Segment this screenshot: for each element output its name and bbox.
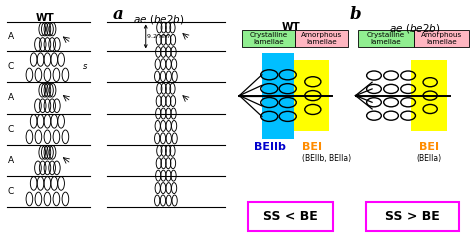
Text: BEI: BEI [419,142,439,152]
Text: (BEIIb, BEIIa): (BEIIb, BEIIa) [302,154,351,163]
Text: Crystalline
lamellae: Crystalline lamellae [249,32,288,45]
Text: A: A [8,93,14,103]
FancyBboxPatch shape [366,202,459,231]
Text: A: A [8,156,14,165]
Text: (BEIIa): (BEIIa) [416,154,442,163]
Text: WT: WT [282,22,301,32]
Text: C: C [8,187,14,196]
FancyBboxPatch shape [247,202,333,231]
Text: C: C [8,62,14,71]
Text: a: a [113,6,124,23]
Text: SS > BE: SS > BE [385,210,440,223]
Text: WT: WT [36,13,55,23]
Text: SS < BE: SS < BE [263,210,318,223]
Bar [295,30,348,47]
Text: A: A [8,32,14,41]
Text: Amorphous
lamellae: Amorphous lamellae [301,32,342,45]
Text: BEIIb: BEIIb [254,142,286,152]
Bar [262,53,294,139]
Bar [294,60,329,131]
Bar [411,60,447,131]
Text: BEI: BEI [302,142,322,152]
Text: C: C [8,125,14,134]
Bar [242,30,295,47]
Text: Crystalline
lamellae: Crystalline lamellae [366,32,405,45]
Text: s: s [83,62,87,71]
Text: Amorphous
lamellae: Amorphous lamellae [421,32,462,45]
Text: 9.2 nm: 9.2 nm [147,34,170,39]
Bar [413,30,469,47]
Text: $ae$ $(be2b)$: $ae$ $(be2b)$ [389,22,440,34]
Text: b: b [350,6,361,23]
Text: $ae$ $(be2b)$: $ae$ $(be2b)$ [133,13,184,26]
Bar [358,30,413,47]
